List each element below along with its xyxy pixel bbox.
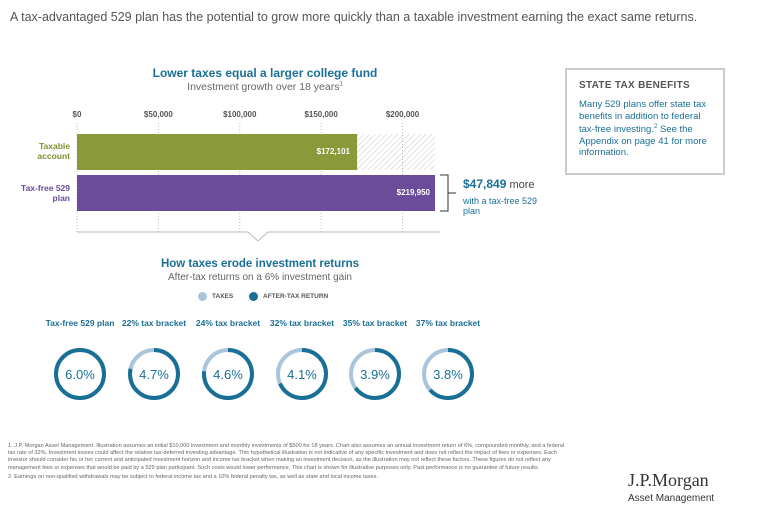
x-tick-label: $150,000 <box>304 110 338 119</box>
difference-note: with a tax-free 529 plan <box>463 196 538 216</box>
donut-after-tax-arc <box>54 348 106 400</box>
donut-3 <box>202 348 254 400</box>
section-divider <box>77 231 440 242</box>
x-tick-label: $50,000 <box>143 110 173 119</box>
donut-value: 3.9% <box>360 367 390 382</box>
difference-value: $47,849 <box>463 177 507 191</box>
footnote-1: 1. J.P. Morgan Asset Management. Illustr… <box>8 443 565 471</box>
state-tax-text: Many 529 plans offer state tax benefits … <box>579 99 707 136</box>
legend-taxes: TAXES <box>198 292 233 301</box>
row-label-tax-free-text: Tax-free 529 plan <box>21 183 70 203</box>
difference-amount: $47,849 more <box>463 177 535 191</box>
difference-suffix: more <box>509 179 535 191</box>
chart-title: Lower taxes equal a larger college fund <box>152 66 378 80</box>
subtitle-footnote-ref: 1 <box>339 81 343 88</box>
footnote-2: 2. Earnings on non-qualified withdrawals… <box>8 473 379 480</box>
donut-value: 4.6% <box>213 367 243 382</box>
legend-after-tax-swatch <box>249 292 258 301</box>
bar-value-tax-free: $219,950 <box>396 188 430 197</box>
donut-after-tax-arc <box>349 348 401 400</box>
legend-taxes-swatch <box>198 292 207 301</box>
donut-5 <box>349 348 401 400</box>
state-tax-text-2: See the Appendix on page 41 for more inf… <box>579 124 707 159</box>
row-label-tax-free: Tax-free 529 plan <box>6 183 70 203</box>
donut-label: 22% tax bracket <box>121 318 187 328</box>
donut-label: 35% tax bracket <box>342 318 408 328</box>
donut-2 <box>128 348 180 400</box>
footnotes: 1. J.P. Morgan Asset Management. Illustr… <box>8 443 568 483</box>
x-tick-label: $200,000 <box>385 110 420 119</box>
donut-after-tax-arc <box>422 348 474 400</box>
donut-value: 4.1% <box>287 367 317 382</box>
donut-label: 37% tax bracket <box>415 318 481 328</box>
donut-value: 3.8% <box>433 367 463 382</box>
headline: A tax-advantaged 529 plan has the potent… <box>10 10 698 24</box>
donut-label: 32% tax bracket <box>269 318 335 328</box>
row-label-taxable: Taxable account <box>6 141 70 161</box>
donut-4 <box>276 348 328 400</box>
x-tick-label: $0 <box>72 110 82 119</box>
x-tick-label: $100,000 <box>223 110 257 119</box>
state-tax-footnote-ref: 2 <box>653 124 658 130</box>
state-tax-box: STATE TAX BENEFITS Many 529 plans offer … <box>565 68 725 175</box>
bar-layer <box>76 123 456 242</box>
legend-after-tax: AFTER-TAX RETURN <box>249 292 328 301</box>
state-tax-body: Many 529 plans offer state tax benefits … <box>579 99 711 159</box>
donut-after-tax-arc <box>202 348 254 400</box>
donut-section-subtitle: After-tax returns on a 6% investment gai… <box>168 272 352 283</box>
row-label-taxable-text: Taxable account <box>37 141 70 161</box>
donut-after-tax-arc <box>276 348 328 400</box>
donut-after-tax-arc <box>128 348 180 400</box>
jpmorgan-logo: J.P.Morgan <box>628 470 709 490</box>
donut-value: 4.7% <box>139 367 169 382</box>
donut-1 <box>54 348 106 400</box>
donut-6 <box>422 348 474 400</box>
legend-after-tax-label: AFTER-TAX RETURN <box>263 293 329 300</box>
chart-subtitle-text: Investment growth over 18 years <box>187 81 340 93</box>
donut-label: 24% tax bracket <box>195 318 261 328</box>
legend-taxes-label: TAXES <box>212 293 234 300</box>
bar-taxable <box>77 134 358 170</box>
chart-subtitle: Investment growth over 18 years1 <box>95 81 435 93</box>
donut-label: Tax-free 529 plan <box>45 318 115 328</box>
state-tax-title: STATE TAX BENEFITS <box>579 80 690 91</box>
bar-tax-free <box>77 175 435 211</box>
donut-value: 6.0% <box>65 367 95 382</box>
bar-value-taxable: $172,101 <box>316 147 350 156</box>
logo-subtitle: Asset Management <box>628 493 715 504</box>
donut-section-title: How taxes erode investment returns <box>160 258 360 270</box>
